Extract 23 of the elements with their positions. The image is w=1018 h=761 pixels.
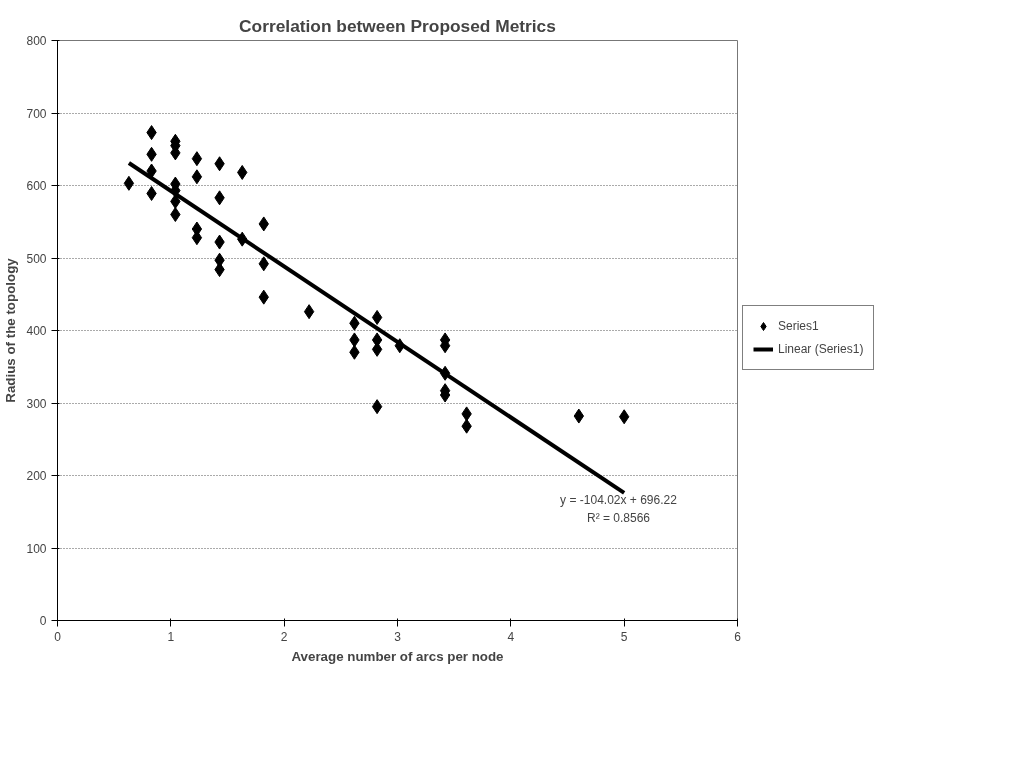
y-tick-label: 200: [26, 469, 47, 483]
x-tick-label: 5: [620, 629, 628, 644]
x-tick-label: 2: [280, 629, 288, 644]
annotation: y = -104.02x + 696.22: [560, 492, 678, 507]
chart-title: Correlation between Proposed Metrics: [239, 15, 556, 36]
x-tick-label: 6: [734, 629, 742, 644]
y-tick-label: 700: [26, 106, 47, 121]
y-tick-label: 500: [26, 251, 47, 266]
y-axis-title: Radius of the topology: [3, 257, 19, 403]
x-tick-label: 3: [394, 629, 402, 644]
annotation: R² = 0.8566: [586, 510, 651, 525]
legend-label: Series1: [778, 319, 819, 333]
x-tick-label: 4: [507, 629, 515, 644]
y-tick-label: 800: [26, 34, 47, 48]
y-tick-label: 100: [26, 541, 47, 556]
y-tick-label: 0: [39, 614, 47, 628]
x-tick-label: 0: [54, 629, 62, 644]
x-tick-label: 1: [167, 629, 175, 644]
y-tick-label: 300: [26, 396, 47, 411]
y-tick-label: 400: [26, 324, 47, 338]
x-axis-title: Average number of arcs per node: [291, 648, 504, 664]
legend-label: Linear (Series1): [778, 342, 864, 356]
y-tick-label: 600: [26, 179, 47, 193]
